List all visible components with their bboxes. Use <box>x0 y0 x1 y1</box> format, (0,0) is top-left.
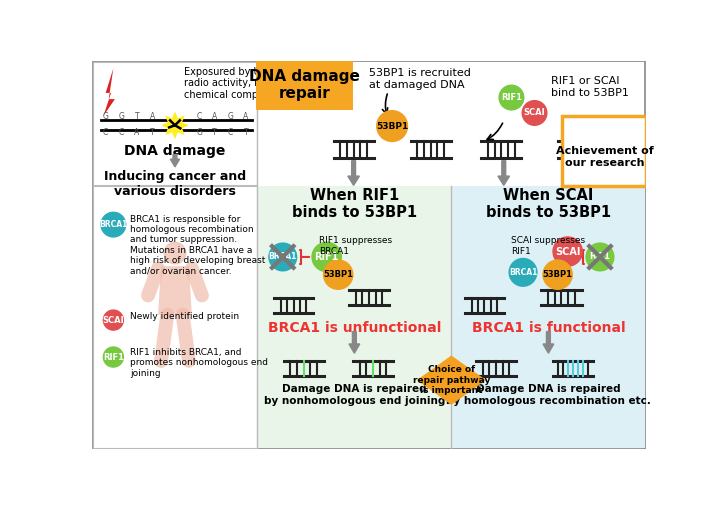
Text: Damage DNA is repaired
by homologous recombination etc.: Damage DNA is repaired by homologous rec… <box>446 384 651 406</box>
Text: SCAI: SCAI <box>555 246 580 257</box>
Circle shape <box>269 243 297 271</box>
Text: RIF1: RIF1 <box>315 252 339 262</box>
Text: SCAI: SCAI <box>523 109 545 118</box>
Text: C: C <box>228 128 233 137</box>
Text: 53BP1: 53BP1 <box>323 270 354 279</box>
FancyBboxPatch shape <box>451 186 645 448</box>
Text: C: C <box>103 128 108 137</box>
Polygon shape <box>161 112 189 139</box>
FancyArrow shape <box>543 332 554 353</box>
Text: G: G <box>196 128 202 137</box>
Text: SCAI: SCAI <box>102 316 124 325</box>
Text: DNA damage
repair: DNA damage repair <box>249 69 360 102</box>
Text: T: T <box>150 128 155 137</box>
FancyBboxPatch shape <box>94 62 257 185</box>
FancyBboxPatch shape <box>256 61 353 110</box>
Text: T: T <box>243 128 248 137</box>
Circle shape <box>522 100 547 125</box>
Text: Newly identified protein: Newly identified protein <box>130 313 240 321</box>
Text: T: T <box>212 128 217 137</box>
Circle shape <box>164 242 186 264</box>
Circle shape <box>377 111 408 141</box>
Text: BRCA1: BRCA1 <box>509 268 537 277</box>
Text: BRCA1 is unfunctional: BRCA1 is unfunctional <box>268 321 441 335</box>
FancyBboxPatch shape <box>93 62 645 448</box>
FancyBboxPatch shape <box>562 116 647 186</box>
Text: G: G <box>228 112 233 121</box>
Circle shape <box>104 310 123 330</box>
Polygon shape <box>104 68 115 116</box>
Text: 53BP1: 53BP1 <box>376 122 408 131</box>
Text: Achievement of
our research: Achievement of our research <box>556 146 654 168</box>
Text: Exposured by UV lights,
radio activity, radical oxgen,
chemical compounds, virus: Exposured by UV lights, radio activity, … <box>184 67 327 100</box>
Text: C: C <box>119 128 124 137</box>
Text: BRCA1 is responsible for
homologous recombination
and tumor suppression.
Mutatio: BRCA1 is responsible for homologous reco… <box>130 215 266 276</box>
FancyArrow shape <box>171 155 179 167</box>
Circle shape <box>101 212 126 237</box>
Text: RIF1: RIF1 <box>501 93 522 102</box>
FancyArrow shape <box>348 161 359 185</box>
FancyBboxPatch shape <box>257 186 451 448</box>
Text: C: C <box>197 112 202 121</box>
Circle shape <box>312 242 341 272</box>
Text: When SCAI
binds to 53BP1: When SCAI binds to 53BP1 <box>486 188 611 220</box>
Text: BRCA1: BRCA1 <box>99 220 127 229</box>
Text: BRCA1 is functional: BRCA1 is functional <box>472 321 625 335</box>
Circle shape <box>586 243 614 271</box>
Text: Choice of
repair pathway
is important: Choice of repair pathway is important <box>413 365 490 395</box>
Text: A: A <box>134 128 140 137</box>
Text: G: G <box>103 112 109 121</box>
Circle shape <box>509 259 537 286</box>
Text: A: A <box>243 112 248 121</box>
FancyArrow shape <box>498 161 510 185</box>
Text: When RIF1
binds to 53BP1: When RIF1 binds to 53BP1 <box>292 188 417 220</box>
Text: DNA damage: DNA damage <box>125 144 225 158</box>
Text: T: T <box>135 112 139 121</box>
Text: RIF1 suppresses
BRCA1: RIF1 suppresses BRCA1 <box>319 236 392 256</box>
Text: SCAI suppresses
RIF1: SCAI suppresses RIF1 <box>511 236 585 256</box>
Text: A: A <box>150 112 155 121</box>
Text: RIF1: RIF1 <box>590 252 611 262</box>
Text: BRCA1: BRCA1 <box>269 252 297 262</box>
Circle shape <box>553 237 582 266</box>
Text: A: A <box>212 112 217 121</box>
FancyBboxPatch shape <box>94 186 257 448</box>
Circle shape <box>104 347 123 367</box>
Text: Inducing cancer and
various disorders: Inducing cancer and various disorders <box>104 170 246 198</box>
FancyArrow shape <box>349 332 360 353</box>
Text: G: G <box>118 112 124 121</box>
Circle shape <box>543 260 572 289</box>
Circle shape <box>499 85 523 110</box>
Text: RIF1 or SCAI
bind to 53BP1: RIF1 or SCAI bind to 53BP1 <box>551 76 629 97</box>
Polygon shape <box>417 356 486 405</box>
Text: Damage DNA is repaired
by nonhomologous end joining: Damage DNA is repaired by nonhomologous … <box>264 384 445 406</box>
Text: 53BP1: 53BP1 <box>543 270 572 279</box>
Text: RIF1: RIF1 <box>103 352 124 362</box>
Polygon shape <box>158 266 192 315</box>
Circle shape <box>323 260 353 289</box>
Text: 53BP1 is recruited
at damaged DNA: 53BP1 is recruited at damaged DNA <box>369 68 471 90</box>
Text: RIF1 inhibits BRCA1, and
promotes nonhomologous end
joining: RIF1 inhibits BRCA1, and promotes nonhom… <box>130 348 269 378</box>
